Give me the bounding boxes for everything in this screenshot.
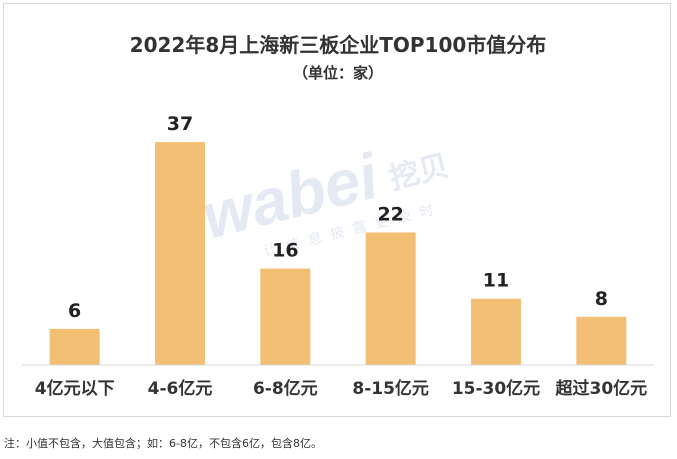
chart-subtitle: （单位：家）: [293, 64, 383, 82]
data-label-0: 6: [68, 300, 81, 322]
x-tick-label-0: 4亿元以下: [35, 378, 115, 399]
bars-layer: 6 4亿元以下 37 4-6亿元 16 6-8亿元 22 8-15亿元 11 15-30亿元 8 超过…: [35, 113, 647, 399]
bar-5: [576, 316, 627, 365]
data-label-4: 11: [483, 270, 509, 292]
watermark: wabei 挖贝 让信息披露更及时: [195, 139, 453, 259]
data-label-3: 22: [377, 203, 403, 225]
bar-3: [365, 232, 416, 365]
x-tick-label-2: 6-8亿元: [253, 378, 318, 399]
chart-title: 2022年8月上海新三板企业TOP100市值分布: [130, 33, 547, 57]
bar-2: [260, 268, 311, 365]
chart-frame: wabei 挖贝 让信息披露更及时 2022年8月上海新三板企业TOP100市值…: [3, 3, 671, 417]
data-label-5: 8: [595, 288, 608, 310]
bar-0: [49, 328, 100, 365]
footnote: 注：小值不包含，大值包含；如：6-8亿，不包含6亿，包含8亿。: [4, 437, 322, 450]
x-tick-label-3: 8-15亿元: [352, 378, 429, 399]
bar-4: [471, 298, 521, 365]
x-tick-label-5: 超过30亿元: [555, 378, 647, 399]
bar-1: [155, 142, 205, 365]
data-label-1: 37: [167, 113, 193, 135]
x-tick-label-4: 15-30亿元: [452, 378, 540, 399]
bar-chart: wabei 挖贝 让信息披露更及时 2022年8月上海新三板企业TOP100市值…: [22, 33, 654, 399]
watermark-brand-cn: 挖贝: [386, 148, 453, 196]
x-tick-label-1: 4-6亿元: [148, 378, 213, 399]
data-label-2: 16: [272, 240, 298, 262]
